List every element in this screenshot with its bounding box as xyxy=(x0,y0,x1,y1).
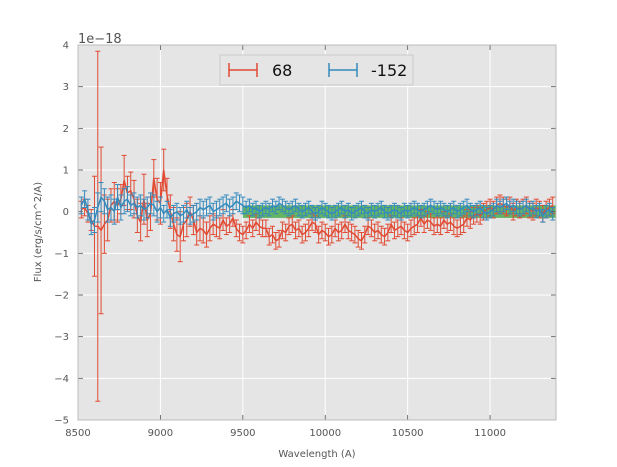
legend-label-68: 68 xyxy=(272,61,292,80)
series-line xyxy=(80,196,554,225)
x-tick-label: 9500 xyxy=(230,428,255,439)
x-tick-label: 10500 xyxy=(392,428,424,439)
y-tick-label: 3 xyxy=(63,82,69,93)
x-tick-label: 8500 xyxy=(65,428,90,439)
y-tick-labels: 4 3 2 1 0 −1 −2 −3 −4 −5 xyxy=(54,41,69,427)
x-tick-label: 11000 xyxy=(474,428,506,439)
y-tick-label: −2 xyxy=(54,291,69,302)
series--152 xyxy=(78,182,556,236)
y-tick-label: 2 xyxy=(63,124,69,135)
legend: 68 -152 xyxy=(219,54,414,86)
x-axis-label: Wavelength (A) xyxy=(278,449,355,460)
plot-frame xyxy=(77,44,557,421)
series-layer xyxy=(78,50,556,402)
x-tick-label: 9000 xyxy=(148,428,173,439)
y-tick-label: −1 xyxy=(54,249,69,260)
legend-marker-68 xyxy=(228,63,258,77)
legend-label-152: -152 xyxy=(371,61,407,80)
y-tick-label: −4 xyxy=(54,374,69,385)
y-tick-label: −5 xyxy=(54,416,69,427)
series-line xyxy=(80,169,554,242)
y-tick-label: 1 xyxy=(63,166,69,177)
y-tick-label: 0 xyxy=(63,207,69,218)
y-tick-label: −3 xyxy=(54,332,69,343)
y-tick-label: 4 xyxy=(63,41,69,52)
y-offset-label: 1e−18 xyxy=(78,32,122,47)
x-tick-labels: 8500 9000 9500 10000 10500 11000 xyxy=(65,428,506,439)
x-tick-label: 10000 xyxy=(309,428,341,439)
y-axis-label: Flux (erg/s/cm^2/A) xyxy=(33,182,44,282)
legend-marker-152 xyxy=(328,63,358,77)
